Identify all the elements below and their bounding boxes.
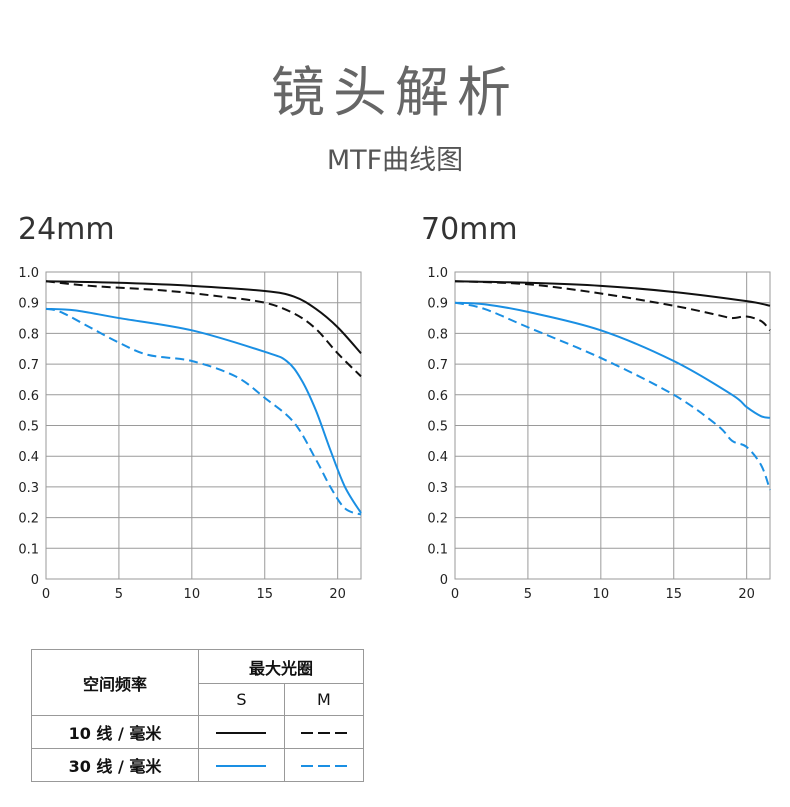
xtick-label-24mm-2: 10 <box>184 587 201 602</box>
xtick-label-24mm-0: 0 <box>42 587 50 602</box>
ytick-label-70mm-9: 0.9 <box>427 297 448 312</box>
legend-10-s-swatch <box>198 715 285 749</box>
series-line-70mm-3 <box>454 301 771 491</box>
legend-10-m-swatch <box>283 715 365 749</box>
legend-row-10-label: 10 线 / 毫米 <box>31 715 199 749</box>
xtick-label-70mm-3: 15 <box>665 587 682 602</box>
series-line-24mm-3 <box>45 307 362 516</box>
legend-m-header: M <box>283 683 365 716</box>
series-line-70mm-2 <box>454 301 771 419</box>
ytick-label-24mm-7: 0.7 <box>18 358 39 373</box>
xtick-label-70mm-2: 10 <box>593 587 610 602</box>
ytick-label-70mm-4: 0.4 <box>427 450 448 465</box>
ytick-label-70mm-3: 0.3 <box>427 481 448 496</box>
ytick-label-24mm-6: 0.6 <box>18 389 39 404</box>
xtick-label-70mm-0: 0 <box>451 587 459 602</box>
legend-10-m-line <box>300 732 347 734</box>
chart-title-24mm: 24mm <box>18 212 115 247</box>
ytick-label-24mm-9: 0.9 <box>18 297 39 312</box>
legend-s-header: S <box>198 683 285 716</box>
legend-table: 空间频率 最大光圈 S M 10 线 / 毫米 30 线 / 毫米 <box>31 649 365 782</box>
page-subtitle: MTF曲线图 <box>326 145 464 176</box>
series-line-70mm-0 <box>454 280 771 307</box>
ytick-label-70mm-1: 0.1 <box>427 542 448 557</box>
ytick-label-70mm-6: 0.6 <box>427 389 448 404</box>
ytick-label-70mm-10: 1.0 <box>427 266 448 281</box>
series-line-70mm-1 <box>454 280 771 332</box>
ytick-label-70mm-5: 0.5 <box>427 420 448 435</box>
ytick-label-70mm-8: 0.8 <box>427 327 448 342</box>
ytick-label-24mm-3: 0.3 <box>18 481 39 496</box>
series-line-24mm-2 <box>45 307 362 514</box>
ytick-label-24mm-0: 0 <box>31 573 39 588</box>
xtick-label-70mm-1: 5 <box>524 587 532 602</box>
series-line-24mm-0 <box>45 280 362 355</box>
ytick-label-24mm-1: 0.1 <box>18 542 39 557</box>
xtick-label-24mm-3: 15 <box>256 587 273 602</box>
xtick-label-24mm-4: 20 <box>329 587 346 602</box>
xtick-label-24mm-1: 5 <box>115 587 123 602</box>
legend-30-m-line <box>300 765 347 767</box>
legend-10-s-line <box>216 732 267 734</box>
ytick-label-24mm-4: 0.4 <box>18 450 39 465</box>
plot-frame-70mm <box>454 271 771 580</box>
ytick-label-70mm-2: 0.2 <box>427 512 448 527</box>
chart-title-70mm: 70mm <box>421 212 518 247</box>
ytick-label-70mm-0: 0 <box>440 573 448 588</box>
series-line-24mm-1 <box>45 280 362 378</box>
ytick-label-70mm-7: 0.7 <box>427 358 448 373</box>
ytick-label-24mm-10: 1.0 <box>18 266 39 281</box>
legend-30-s-swatch <box>198 748 285 782</box>
page-title: 镜头解析 <box>271 61 519 124</box>
legend-30-m-swatch <box>283 748 365 782</box>
legend-30-s-line <box>216 765 267 767</box>
ytick-label-24mm-5: 0.5 <box>18 420 39 435</box>
xtick-label-70mm-4: 20 <box>738 587 755 602</box>
ytick-label-24mm-8: 0.8 <box>18 327 39 342</box>
ytick-label-24mm-2: 0.2 <box>18 512 39 527</box>
legend-row-30-label: 30 线 / 毫米 <box>31 748 199 782</box>
legend-max-aperture-header: 最大光圈 <box>198 649 364 684</box>
plot-frame-24mm <box>45 271 362 580</box>
legend-spatial-frequency-header: 空间频率 <box>31 649 199 716</box>
